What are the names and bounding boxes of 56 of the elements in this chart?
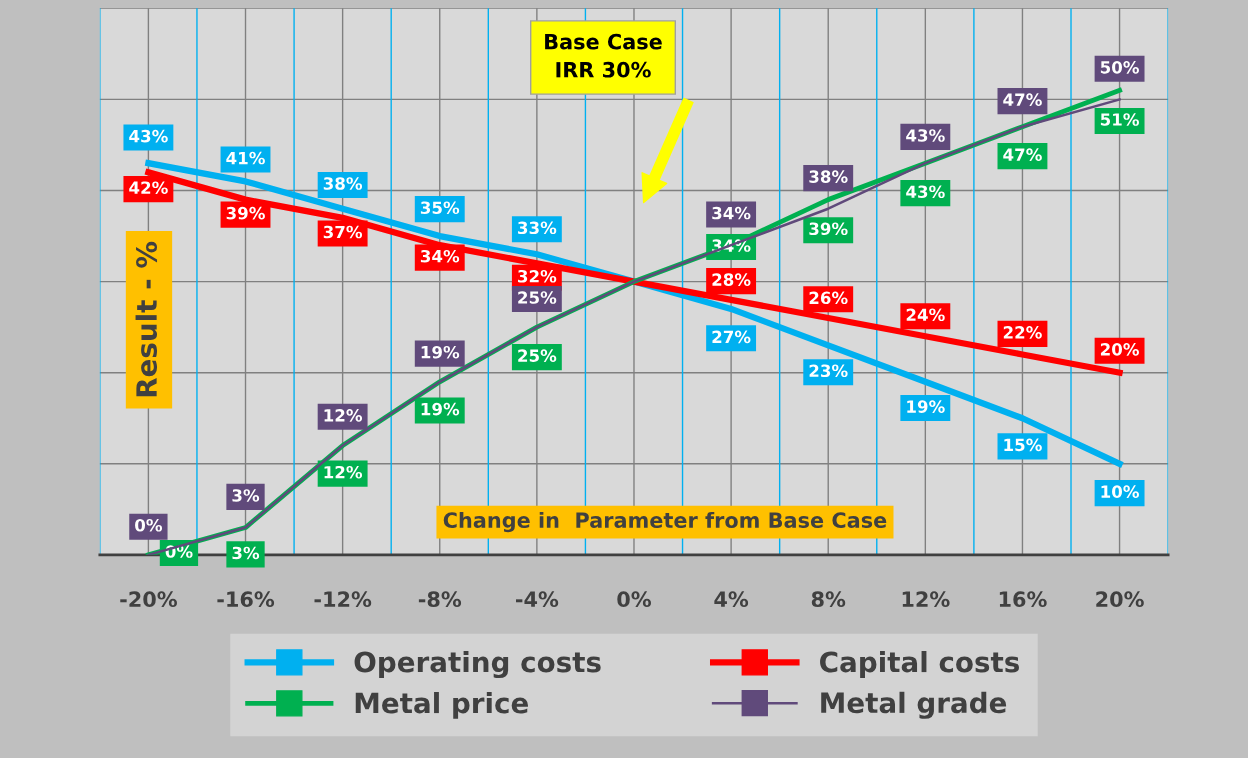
data-label: 3% — [232, 546, 260, 560]
data-label: 51% — [1100, 113, 1139, 126]
data-label: 12% — [324, 465, 363, 479]
data-label: 39% — [809, 222, 848, 236]
data-label: 27% — [712, 330, 751, 344]
data-label: 19% — [421, 345, 460, 359]
data-label: 42% — [129, 181, 168, 194]
data-label: 12% — [324, 409, 363, 422]
x-tick-label: 12% — [902, 591, 950, 608]
data-label: 47% — [1003, 93, 1042, 106]
data-label: 20% — [1100, 343, 1139, 356]
x-tick-label: 8% — [811, 591, 846, 608]
annotation: Base Case IRR 30% — [545, 33, 662, 78]
x-tick-label: 0% — [617, 591, 652, 608]
x-tick-label: -16% — [217, 591, 275, 608]
x-tick-label: -20% — [120, 591, 177, 608]
legend-label: Operating costs — [354, 650, 601, 679]
data-label: 23% — [809, 364, 848, 378]
data-label: 38% — [323, 177, 363, 190]
x-tick-label: 16% — [999, 591, 1047, 608]
data-label: 50% — [1100, 61, 1139, 74]
data-label: 47% — [1003, 148, 1042, 161]
x-tick-label: 4% — [714, 591, 749, 608]
x-axis-title: Change in Parameter from Base Case — [443, 511, 887, 533]
data-label: 43% — [906, 185, 945, 199]
y-axis-title: Result - % — [135, 241, 158, 397]
x-tick-label: -4% — [515, 591, 559, 608]
data-label: 26% — [809, 291, 848, 305]
data-label: 15% — [1004, 438, 1042, 452]
data-label: 35% — [420, 201, 460, 215]
data-label: 41% — [226, 151, 265, 165]
legend-label: Capital costs — [820, 650, 1019, 678]
data-label: 28% — [712, 273, 751, 286]
data-label: 25% — [518, 291, 557, 304]
data-label: 37% — [323, 225, 363, 239]
x-tick-label: -8% — [418, 591, 462, 608]
data-label: 43% — [129, 129, 168, 143]
data-label: 43% — [906, 129, 945, 142]
legend-label: Metal grade — [821, 691, 1007, 719]
data-label: 10% — [1101, 485, 1139, 498]
data-label: 34% — [712, 206, 751, 220]
x-tick-label: -12% — [314, 591, 372, 608]
data-label: 3% — [232, 489, 260, 502]
data-label: 39% — [226, 206, 265, 220]
data-label: 19% — [907, 400, 945, 413]
data-label: 19% — [421, 402, 460, 416]
data-label: 33% — [518, 221, 557, 235]
data-label: 25% — [518, 349, 557, 362]
x-tick-label: 20% — [1096, 591, 1144, 608]
data-label: 0% — [135, 518, 163, 532]
data-label: 34% — [420, 249, 460, 263]
data-label: 38% — [809, 170, 848, 183]
legend-label: Metal price — [355, 691, 528, 719]
data-label: 32% — [518, 269, 557, 283]
data-label: 22% — [1003, 326, 1042, 339]
data-label: 24% — [906, 308, 945, 322]
